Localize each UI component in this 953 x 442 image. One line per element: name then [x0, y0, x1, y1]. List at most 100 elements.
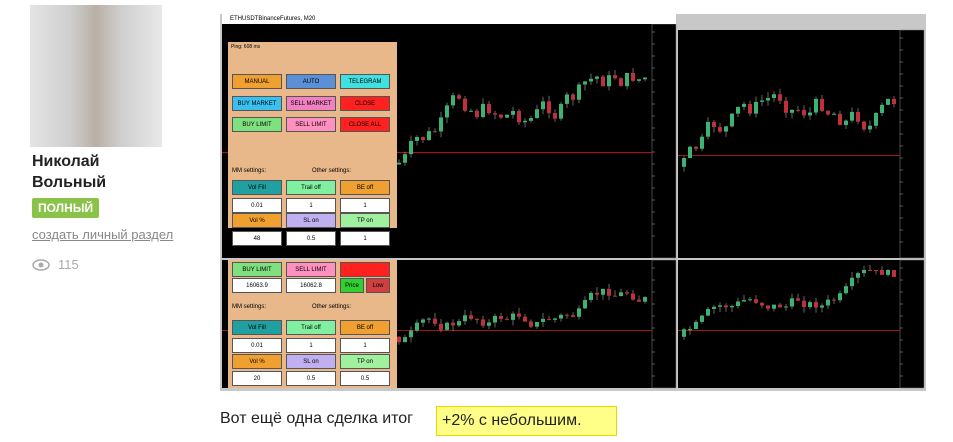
- panel-button[interactable]: BE off: [340, 180, 390, 195]
- candle: [856, 273, 860, 278]
- panel-button[interactable]: BUY LIMIT: [232, 262, 282, 277]
- input-field[interactable]: 1: [286, 198, 336, 213]
- panel-button[interactable]: BUY LIMIT: [232, 117, 282, 132]
- candle: [397, 162, 401, 165]
- candle: [571, 315, 575, 317]
- input-field[interactable]: 16063.9: [232, 278, 282, 293]
- input-field[interactable]: 48: [232, 231, 282, 246]
- panel: BUY LIMIT SELL LIMIT 16063.9 16062.8 Price Lo…: [228, 260, 397, 388]
- candle: [445, 105, 449, 118]
- candle: [403, 154, 407, 163]
- candle: [778, 94, 782, 101]
- name-line[interactable]: Вольный: [32, 174, 107, 191]
- panel-button[interactable]: Trail off: [286, 320, 336, 335]
- candle: [832, 299, 836, 301]
- panel-button[interactable]: TELEGRAM: [340, 74, 390, 89]
- candle: [589, 78, 593, 82]
- candle: [583, 81, 587, 85]
- candle: [457, 95, 461, 99]
- candle: [469, 110, 473, 112]
- candle: [796, 298, 800, 301]
- panel-button[interactable]: SELL LIMIT: [286, 262, 336, 277]
- candle: [760, 302, 764, 306]
- panel-button[interactable]: Low: [366, 278, 390, 293]
- candle: [856, 111, 860, 122]
- panel-button[interactable]: BUY MARKET: [232, 96, 282, 111]
- chart-area: [678, 260, 924, 388]
- input-field[interactable]: 0.01: [232, 338, 282, 353]
- candle: [439, 117, 443, 132]
- avatar[interactable]: [30, 5, 162, 147]
- candle: [886, 270, 890, 275]
- chart-area: [678, 30, 924, 258]
- candle: [481, 319, 485, 326]
- panel-button[interactable]: AUTO: [286, 74, 336, 89]
- candle: [619, 292, 623, 297]
- input-field[interactable]: 0.5: [286, 371, 336, 386]
- candle: [631, 293, 635, 300]
- panel-button[interactable]: SELL LIMIT: [286, 117, 336, 132]
- input-field[interactable]: 0.5: [340, 371, 390, 386]
- panel-button[interactable]: TP on: [340, 213, 390, 228]
- panel-button[interactable]: Vol Fill: [232, 320, 282, 335]
- input-field[interactable]: 1: [286, 338, 336, 353]
- panel-button[interactable]: TP on: [340, 354, 390, 369]
- input-field[interactable]: 16062.8: [286, 278, 336, 293]
- candle: [427, 131, 431, 141]
- candle: [535, 322, 539, 327]
- user-name[interactable]: Николай Вольный: [32, 151, 106, 193]
- panel-button[interactable]: MANUAL: [232, 74, 282, 89]
- candle: [742, 103, 746, 107]
- candle: [862, 121, 866, 130]
- candle: [433, 131, 437, 133]
- panel-button[interactable]: CLOSE: [340, 96, 390, 111]
- candle: [529, 321, 533, 327]
- input-field[interactable]: 0.5: [286, 231, 336, 246]
- candle: [415, 136, 419, 141]
- panel-button[interactable]: BE off: [340, 320, 390, 335]
- panel-button[interactable]: SL on: [286, 354, 336, 369]
- candle: [766, 97, 770, 101]
- candle: [880, 270, 884, 275]
- candle: [682, 158, 686, 167]
- candle: [868, 125, 872, 130]
- settings-label: MM settings:: [232, 304, 267, 310]
- candle: [547, 318, 551, 320]
- panel-button[interactable]: Price: [340, 278, 364, 293]
- candle: [700, 315, 704, 322]
- panel-button[interactable]: Vol %: [232, 354, 282, 369]
- candle: [565, 314, 569, 316]
- panel-button[interactable]: CLOSE ALL: [340, 117, 390, 132]
- input-field[interactable]: 0.01: [232, 198, 282, 213]
- panel-button[interactable]: Trail off: [286, 180, 336, 195]
- candle: [409, 140, 413, 155]
- input-field[interactable]: 1: [340, 338, 390, 353]
- candle: [760, 100, 764, 102]
- candle: [820, 305, 824, 308]
- input-field[interactable]: 1: [340, 198, 390, 213]
- panel-button[interactable]: [340, 262, 390, 277]
- panel-button[interactable]: SL on: [286, 213, 336, 228]
- panel-button[interactable]: SELL MARKET: [286, 96, 336, 111]
- panel-button[interactable]: Vol %: [232, 213, 282, 228]
- input-field[interactable]: 1: [340, 231, 390, 246]
- panel-button[interactable]: Vol Fill: [232, 180, 282, 195]
- candle: [457, 321, 461, 326]
- candle: [601, 288, 605, 295]
- candle: [892, 98, 896, 105]
- candle: [487, 322, 491, 326]
- candle: [766, 305, 770, 309]
- candle: [493, 113, 497, 115]
- candle: [850, 277, 854, 287]
- create-section-link[interactable]: создать личный раздел: [32, 227, 174, 242]
- candle: [862, 270, 866, 274]
- candle: [595, 292, 599, 295]
- candle: [688, 146, 692, 159]
- candle: [613, 295, 617, 297]
- candle: [451, 322, 455, 326]
- name-line[interactable]: Николай: [32, 153, 100, 170]
- input-field[interactable]: 20: [232, 371, 282, 386]
- candle: [748, 299, 752, 301]
- candle: [832, 113, 836, 115]
